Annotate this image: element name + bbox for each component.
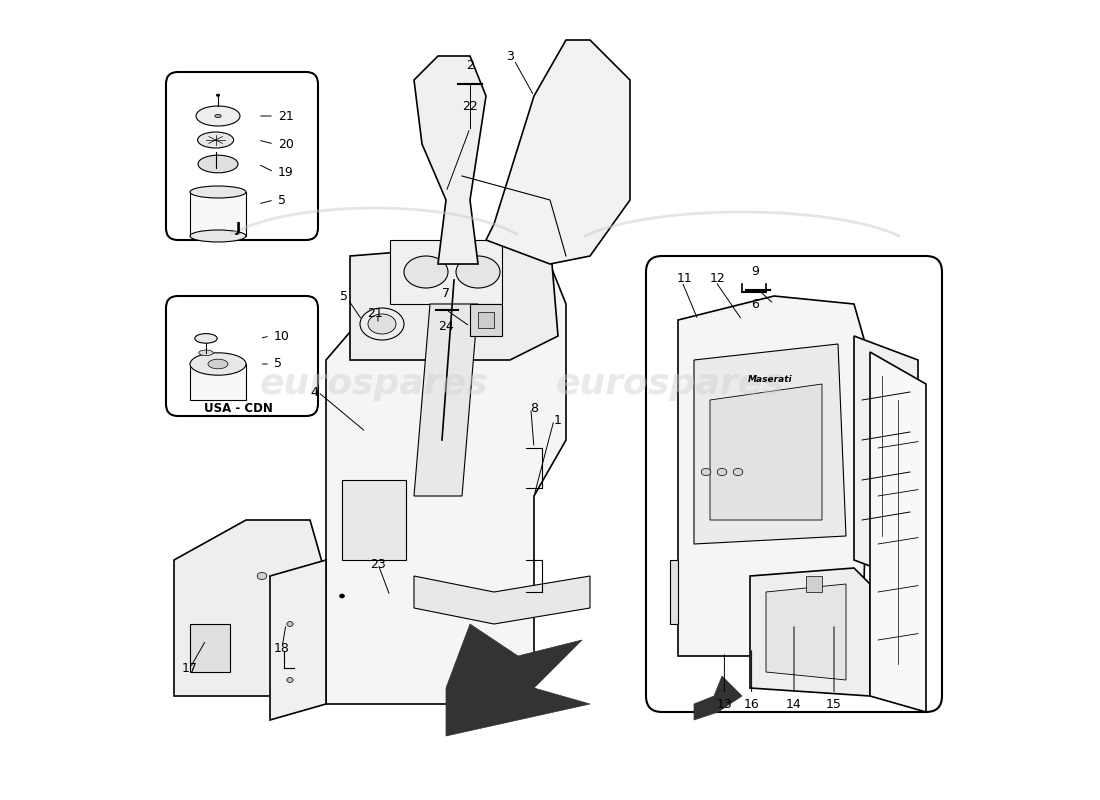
Text: 5: 5 [278,194,286,206]
Text: 13: 13 [716,698,733,710]
Text: 5: 5 [340,290,349,302]
Polygon shape [390,240,502,304]
Text: 15: 15 [826,698,842,710]
Ellipse shape [701,468,711,475]
Ellipse shape [198,132,233,148]
Text: 18: 18 [274,642,290,654]
Text: eurospares: eurospares [556,367,784,401]
Text: 22: 22 [462,100,477,113]
Text: 14: 14 [786,698,802,710]
Ellipse shape [287,622,294,626]
Polygon shape [806,576,822,592]
Text: 10: 10 [274,330,290,342]
Polygon shape [414,56,486,264]
Polygon shape [174,520,326,696]
Polygon shape [854,336,918,584]
Polygon shape [350,240,558,360]
Text: eurospares: eurospares [260,367,488,401]
Text: Maserati: Maserati [748,375,792,385]
Text: 19: 19 [278,166,294,178]
Ellipse shape [340,594,344,598]
Ellipse shape [717,468,727,475]
Polygon shape [446,624,590,736]
Text: 21: 21 [367,307,384,320]
Polygon shape [478,312,494,328]
Ellipse shape [257,573,267,579]
Polygon shape [342,480,406,560]
Ellipse shape [190,353,246,375]
Text: 23: 23 [370,558,386,570]
Text: USA - CDN: USA - CDN [204,402,273,414]
Polygon shape [870,352,926,712]
Text: J: J [235,221,241,235]
Ellipse shape [208,359,228,369]
Ellipse shape [287,678,294,682]
Text: 20: 20 [278,138,294,150]
Text: 3: 3 [506,50,514,62]
Text: 2: 2 [466,59,474,72]
Text: 1: 1 [554,414,562,426]
Polygon shape [678,296,870,656]
Text: 6: 6 [751,298,759,310]
Ellipse shape [190,186,246,198]
Text: 16: 16 [744,698,759,710]
Ellipse shape [195,334,217,343]
Ellipse shape [368,314,396,334]
Ellipse shape [456,256,501,288]
Polygon shape [670,560,678,624]
Polygon shape [414,576,590,624]
Polygon shape [190,624,230,672]
Polygon shape [694,344,846,544]
Ellipse shape [360,308,404,340]
Text: 8: 8 [530,402,538,414]
Ellipse shape [214,114,221,118]
Polygon shape [750,568,870,696]
Text: 12: 12 [710,272,726,285]
Polygon shape [470,304,502,336]
Polygon shape [486,40,630,264]
Polygon shape [326,264,566,704]
Ellipse shape [734,468,742,475]
Text: 4: 4 [310,386,318,398]
Polygon shape [710,384,822,520]
Polygon shape [190,192,246,236]
Polygon shape [766,584,846,680]
Polygon shape [190,364,246,400]
Ellipse shape [196,106,240,126]
Text: 5: 5 [274,358,282,370]
Text: 7: 7 [442,287,450,300]
Polygon shape [694,676,743,720]
Text: 21: 21 [278,110,294,122]
Text: 24: 24 [438,320,454,333]
Polygon shape [270,560,326,720]
Text: 17: 17 [182,662,198,674]
Ellipse shape [404,256,448,288]
Ellipse shape [190,230,246,242]
Ellipse shape [198,155,238,173]
Polygon shape [414,304,478,496]
Ellipse shape [217,94,220,97]
Text: 11: 11 [676,272,692,285]
Text: 9: 9 [751,266,759,278]
Ellipse shape [199,350,213,356]
